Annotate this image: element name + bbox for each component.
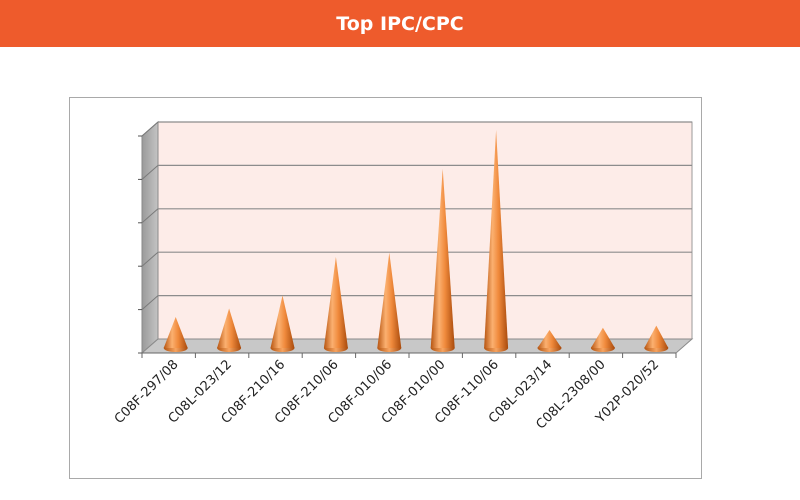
cone-body	[217, 308, 242, 348]
cone-bar	[430, 168, 455, 352]
cone-body	[430, 168, 455, 348]
header-bar: Top IPC/CPC	[0, 0, 800, 47]
cone-bar	[644, 325, 669, 352]
gridline-side	[141, 295, 159, 310]
cone-bar	[323, 256, 348, 352]
cone-bar	[537, 329, 562, 352]
gridline-side	[141, 165, 159, 180]
cone-bar	[163, 317, 188, 352]
gridline-side	[141, 121, 159, 137]
cone-bar	[217, 308, 242, 352]
cone-body	[377, 252, 402, 348]
cone-body	[323, 256, 348, 348]
plot-side-wall	[141, 120, 159, 355]
cone-bar	[484, 130, 509, 352]
gridline-side	[141, 251, 159, 267]
cone-body	[537, 329, 562, 348]
plot-back-wall	[157, 121, 693, 340]
cone-bar	[590, 327, 615, 352]
cone-body	[590, 327, 615, 348]
cone-body	[644, 325, 669, 348]
gridline-side	[141, 208, 159, 224]
cone-body	[484, 130, 509, 348]
page-title: Top IPC/CPC	[336, 12, 464, 35]
cone-body	[270, 295, 295, 348]
cone-bar	[270, 295, 295, 352]
cone-bar	[377, 252, 402, 352]
cone-body	[163, 317, 188, 348]
